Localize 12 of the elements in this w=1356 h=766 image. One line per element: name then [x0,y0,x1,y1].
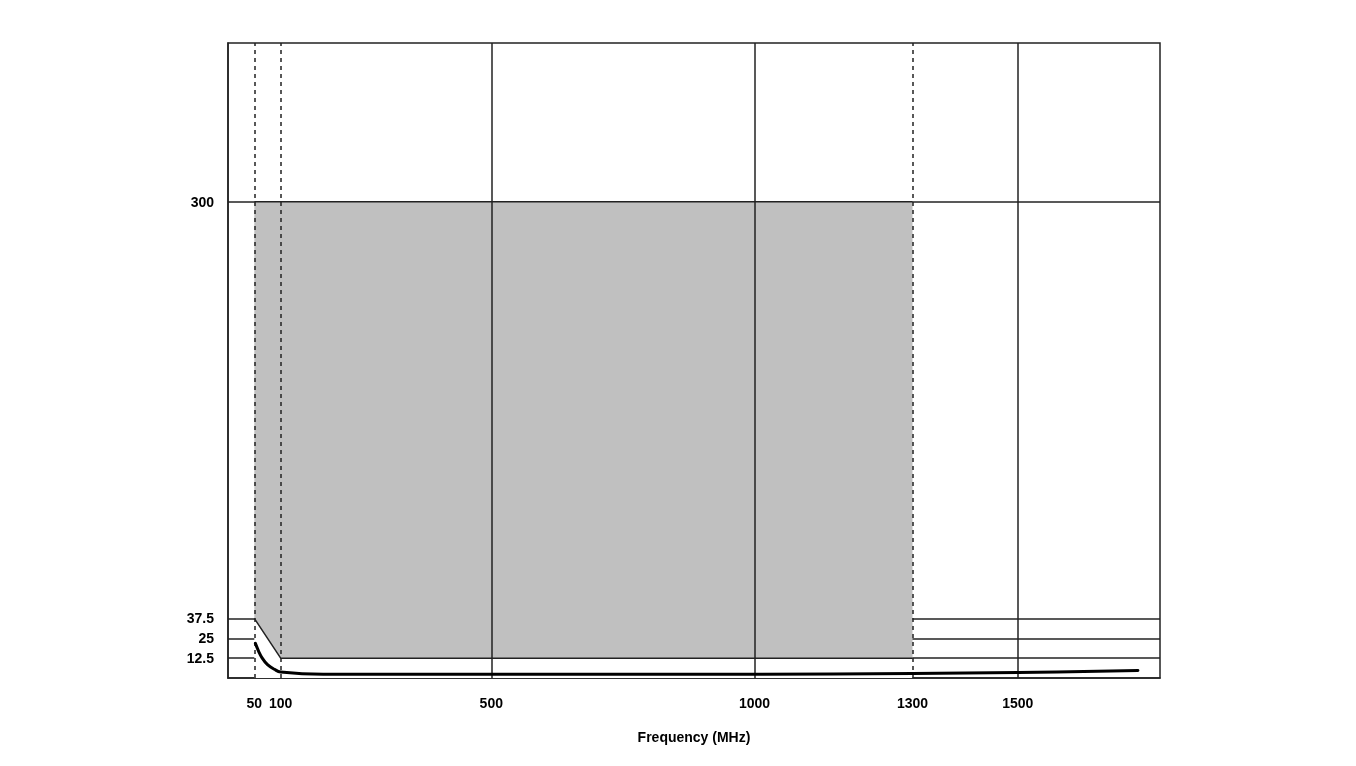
y-tick-label: 25 [198,630,215,647]
y-tick-label: 300 [190,193,215,210]
x-tick-label: 1300 [896,695,929,711]
line-series [253,641,1140,676]
x-tick-label: 1500 [1002,695,1034,711]
x-axis-title: Frequency (MHz) [637,729,751,745]
y-tick-label: 37.5 [186,610,215,627]
x-tick-label: 50 [246,695,263,711]
x-tick-label: 1000 [738,695,771,711]
x-tick-label: 100 [268,695,293,711]
y-tick-label: 12.5 [186,650,215,667]
x-tick-label: 500 [479,695,504,711]
